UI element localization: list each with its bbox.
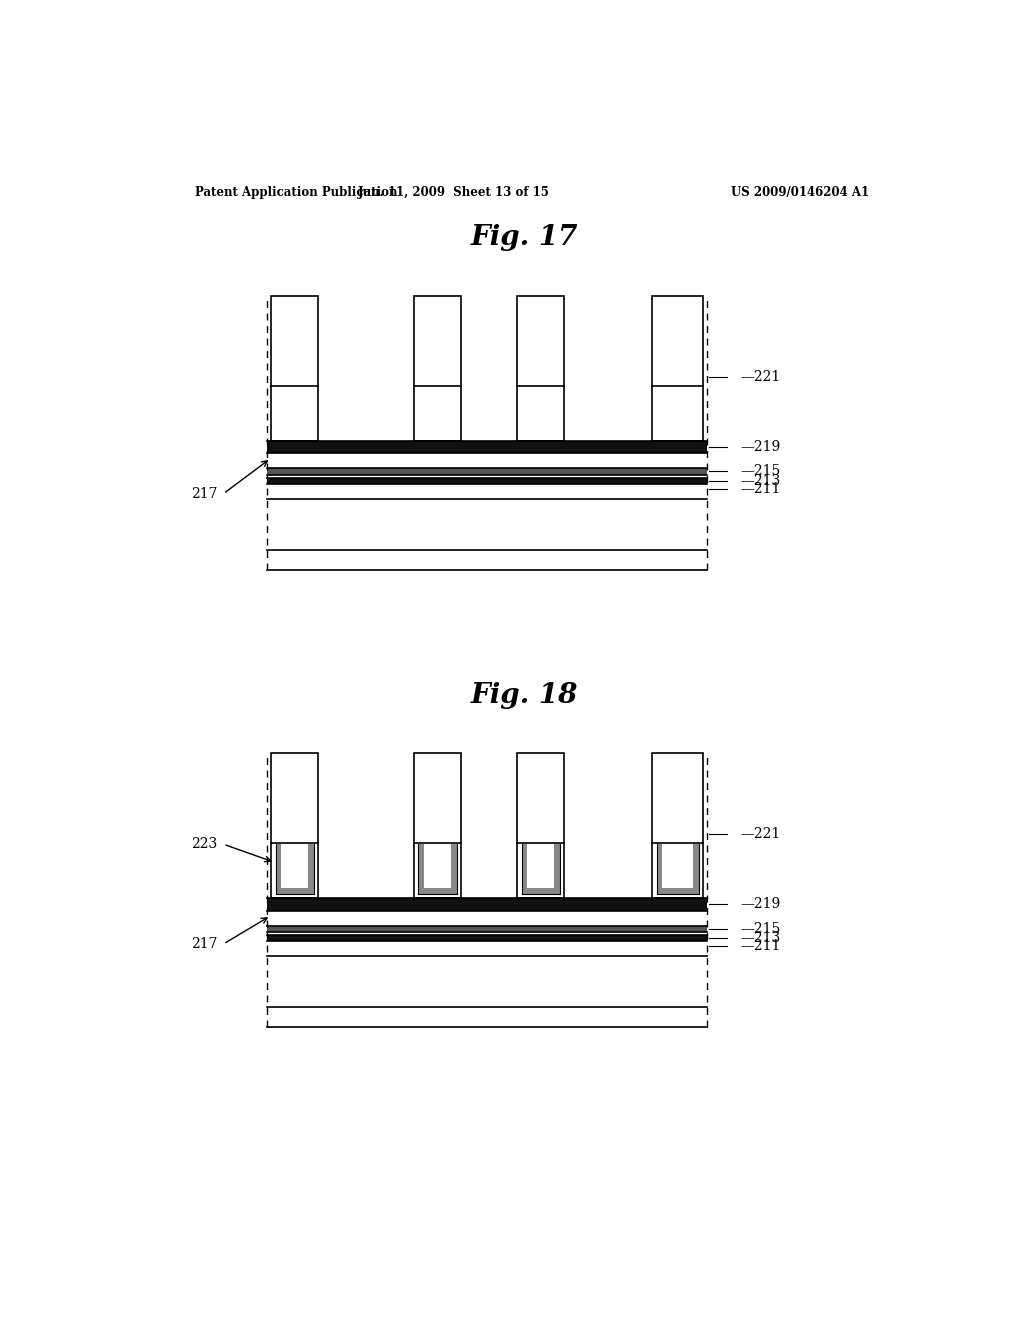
Text: Fig. 18: Fig. 18 <box>471 681 579 709</box>
Bar <box>517 296 564 441</box>
Bar <box>652 752 703 899</box>
Bar <box>419 888 457 894</box>
Bar <box>275 845 282 894</box>
Bar <box>267 925 708 932</box>
Text: —215: —215 <box>740 921 781 936</box>
Bar <box>267 478 708 483</box>
Text: US 2009/0146204 A1: US 2009/0146204 A1 <box>731 186 869 199</box>
Text: —221: —221 <box>740 828 781 841</box>
Text: —219: —219 <box>740 898 781 911</box>
Bar <box>517 752 564 899</box>
Text: —211: —211 <box>740 939 781 953</box>
Bar <box>414 752 461 899</box>
Text: Patent Application Publication: Patent Application Publication <box>196 186 398 199</box>
Text: 217: 217 <box>191 937 218 952</box>
Bar <box>521 845 527 894</box>
Bar <box>270 296 318 441</box>
Text: —213: —213 <box>740 931 781 945</box>
Bar <box>521 888 560 894</box>
Bar <box>554 845 560 894</box>
Text: 223: 223 <box>191 837 218 851</box>
Bar <box>656 845 663 894</box>
Bar <box>451 845 457 894</box>
Text: —219: —219 <box>740 440 781 454</box>
Bar <box>270 752 318 899</box>
Bar <box>308 845 313 894</box>
Bar <box>267 935 708 941</box>
Text: 217: 217 <box>191 487 218 500</box>
Bar <box>267 469 708 474</box>
Bar <box>414 296 461 441</box>
Text: —221: —221 <box>740 370 781 384</box>
Bar <box>652 296 703 441</box>
Bar <box>267 899 708 911</box>
Bar <box>275 888 313 894</box>
Text: Fig. 17: Fig. 17 <box>471 224 579 251</box>
Bar <box>656 888 698 894</box>
Bar <box>419 845 424 894</box>
Text: —211: —211 <box>740 482 781 496</box>
Bar <box>693 845 698 894</box>
Text: —215: —215 <box>740 465 781 478</box>
Bar <box>267 441 708 453</box>
Text: Jun. 11, 2009  Sheet 13 of 15: Jun. 11, 2009 Sheet 13 of 15 <box>357 186 549 199</box>
Text: —213: —213 <box>740 474 781 487</box>
